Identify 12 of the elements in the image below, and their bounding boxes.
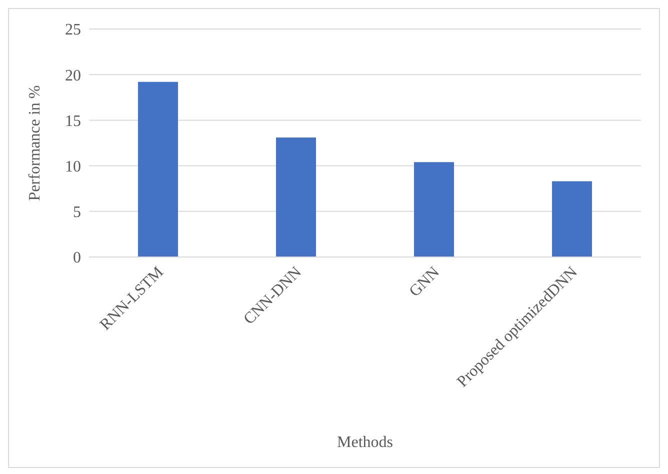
y-tick-label: 20	[65, 67, 81, 84]
y-axis-title: Performance in %	[26, 85, 44, 201]
x-axis-title: Methods	[337, 434, 393, 451]
bar	[138, 82, 178, 257]
y-tick-label: 15	[65, 112, 81, 130]
bar	[414, 162, 454, 257]
bar	[276, 138, 316, 257]
y-tick-label: 0	[73, 250, 81, 267]
bar	[552, 181, 592, 257]
y-tick-label: 5	[73, 204, 81, 222]
y-tick-label: 25	[65, 22, 81, 39]
y-tick-label: 10	[65, 158, 81, 176]
